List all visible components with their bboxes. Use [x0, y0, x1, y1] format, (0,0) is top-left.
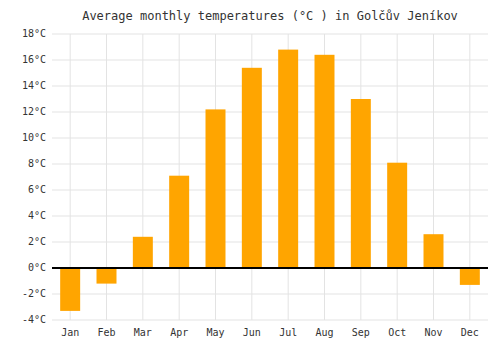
y-grid-line — [52, 320, 488, 321]
x-tick-label: Jul — [279, 327, 297, 338]
y-tick-label: 0°C — [28, 262, 46, 273]
y-tick-label: 12°C — [22, 106, 46, 117]
bar — [169, 176, 189, 268]
x-tick-label: Apr — [170, 327, 188, 338]
bar — [278, 50, 298, 268]
x-axis: Jan Feb Mar Apr May Jun Jul Aug Sep Oct Nov Dec — [61, 327, 479, 338]
y-grid-line — [52, 138, 488, 139]
bar — [424, 234, 444, 268]
y-tick-label: 18°C — [22, 28, 46, 39]
y-tick-label: -2°C — [22, 288, 46, 299]
bar — [351, 99, 371, 268]
y-tick-label: 16°C — [22, 54, 46, 65]
grid — [52, 34, 488, 320]
x-tick-label: Dec — [461, 327, 479, 338]
bar — [206, 109, 226, 268]
bar — [460, 268, 480, 285]
bar — [242, 68, 262, 268]
y-grid-line — [52, 60, 488, 61]
y-grid-line — [52, 190, 488, 191]
x-tick-label: Jun — [243, 327, 261, 338]
x-tick-label: Oct — [388, 327, 406, 338]
y-grid-line — [52, 112, 488, 113]
bar — [315, 55, 335, 268]
chart: Average monthly temperatures (°C ) in Go… — [0, 0, 500, 350]
y-grid-line — [52, 294, 488, 295]
y-tick-label: 8°C — [28, 158, 46, 169]
x-tick-label: May — [206, 327, 224, 338]
x-tick-label: Feb — [97, 327, 115, 338]
y-tick-label: -4°C — [22, 314, 46, 325]
y-grid-line — [52, 268, 488, 269]
bar — [60, 268, 80, 311]
y-grid-line — [52, 34, 488, 35]
bar — [133, 237, 153, 268]
bar — [97, 268, 117, 284]
y-axis: -4°C -2°C 0°C 2°C 4°C 6°C 8°C 10°C 12°C 14°C 16°C 1… — [22, 28, 46, 325]
y-grid-line — [52, 242, 488, 243]
y-grid-line — [52, 164, 488, 165]
y-grid-line — [52, 216, 488, 217]
y-tick-label: 10°C — [22, 132, 46, 143]
y-tick-label: 6°C — [28, 184, 46, 195]
bars — [60, 50, 480, 311]
x-grid-line — [142, 34, 143, 320]
zero-line — [52, 267, 488, 269]
bar — [387, 163, 407, 268]
x-tick-label: Jan — [61, 327, 79, 338]
x-tick-label: Nov — [424, 327, 442, 338]
title: Average monthly temperatures (°C ) in Go… — [82, 9, 458, 23]
x-tick-label: Mar — [134, 327, 152, 338]
y-tick-label: 4°C — [28, 210, 46, 221]
x-tick-label: Sep — [352, 327, 370, 338]
x-tick-label: Aug — [315, 327, 333, 338]
x-grid-line — [433, 34, 434, 320]
y-tick-label: 14°C — [22, 80, 46, 91]
y-tick-label: 2°C — [28, 236, 46, 247]
y-grid-line — [52, 86, 488, 87]
